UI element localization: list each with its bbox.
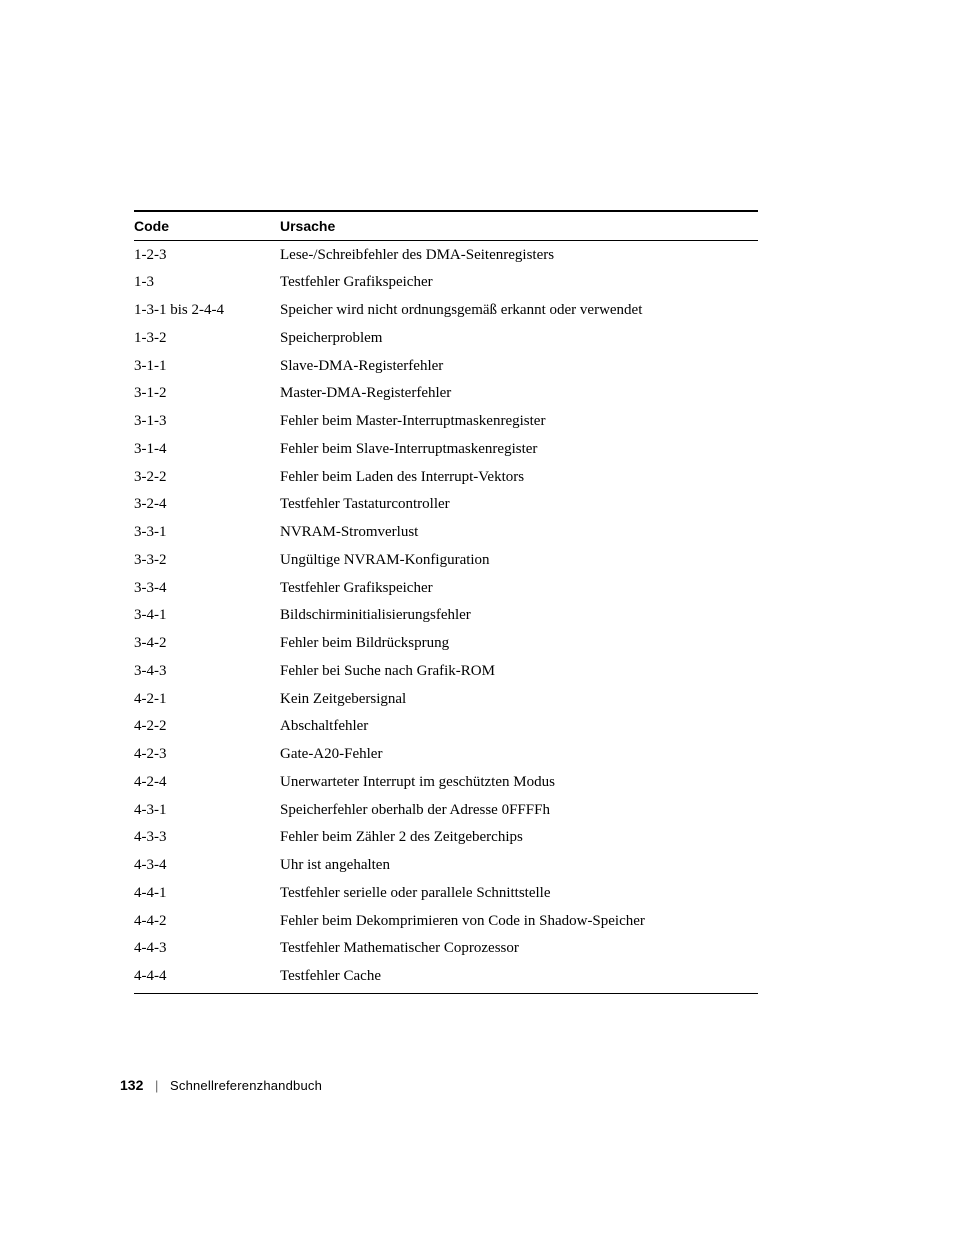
cell-cause: Uhr ist angehalten (280, 852, 758, 880)
cell-cause: Speicherproblem (280, 324, 758, 352)
cell-cause: Bildschirminitialisierungsfehler (280, 602, 758, 630)
table-row: 3-1-4Fehler beim Slave-Interruptmaskenre… (134, 435, 758, 463)
table-row: 3-2-4Testfehler Tastaturcontroller (134, 491, 758, 519)
cell-cause: Fehler bei Suche nach Grafik-ROM (280, 657, 758, 685)
cell-code: 4-3-4 (134, 852, 280, 880)
cell-cause: Fehler beim Slave-Interruptmaskenregiste… (280, 435, 758, 463)
table-row: 4-3-3Fehler beim Zähler 2 des Zeitgeberc… (134, 824, 758, 852)
cell-cause: Fehler beim Laden des Interrupt-Vektors (280, 463, 758, 491)
cell-code: 1-3-1 bis 2-4-4 (134, 297, 280, 325)
cell-code: 4-3-1 (134, 796, 280, 824)
cell-code: 3-2-2 (134, 463, 280, 491)
cell-code: 3-4-3 (134, 657, 280, 685)
cell-code: 3-3-2 (134, 546, 280, 574)
table-row: 1-3-1 bis 2-4-4Speicher wird nicht ordnu… (134, 297, 758, 325)
table-row: 3-1-1Slave-DMA-Registerfehler (134, 352, 758, 380)
cell-cause: Fehler beim Zähler 2 des Zeitgeberchips (280, 824, 758, 852)
page-number: 132 (120, 1077, 143, 1093)
cell-cause: Ungültige NVRAM-Konfiguration (280, 546, 758, 574)
cell-code: 3-1-2 (134, 380, 280, 408)
table-row: 4-2-1Kein Zeitgebersignal (134, 685, 758, 713)
table-row: 1-3Testfehler Grafikspeicher (134, 269, 758, 297)
cell-cause: Testfehler Mathematischer Coprozessor (280, 935, 758, 963)
table-row: 3-4-1Bildschirminitialisierungsfehler (134, 602, 758, 630)
cell-code: 4-2-1 (134, 685, 280, 713)
document-page: Code Ursache 1-2-3Lese-/Schreibfehler de… (0, 0, 954, 1235)
table-row: 3-3-1NVRAM-Stromverlust (134, 519, 758, 547)
table-row: 4-3-1Speicherfehler oberhalb der Adresse… (134, 796, 758, 824)
table-row: 4-3-4Uhr ist angehalten (134, 852, 758, 880)
cell-cause: Gate-A20-Fehler (280, 741, 758, 769)
cell-cause: Abschaltfehler (280, 713, 758, 741)
cell-code: 4-4-1 (134, 879, 280, 907)
cell-code: 3-1-4 (134, 435, 280, 463)
table-row: 3-2-2Fehler beim Laden des Interrupt-Vek… (134, 463, 758, 491)
table-row: 4-4-3Testfehler Mathematischer Coprozess… (134, 935, 758, 963)
table-row: 3-3-2Ungültige NVRAM-Konfiguration (134, 546, 758, 574)
cell-cause: Fehler beim Master-Interruptmaskenregist… (280, 408, 758, 436)
header-cause: Ursache (280, 211, 758, 241)
cell-cause: Speicherfehler oberhalb der Adresse 0FFF… (280, 796, 758, 824)
table-row: 4-4-4Testfehler Cache (134, 963, 758, 994)
cell-code: 1-3 (134, 269, 280, 297)
cell-code: 4-3-3 (134, 824, 280, 852)
cell-cause: Slave-DMA-Registerfehler (280, 352, 758, 380)
cell-cause: Testfehler Grafikspeicher (280, 574, 758, 602)
footer-separator: | (147, 1078, 166, 1093)
cell-cause: Kein Zeitgebersignal (280, 685, 758, 713)
cell-code: 3-3-1 (134, 519, 280, 547)
cell-code: 1-3-2 (134, 324, 280, 352)
cell-cause: Master-DMA-Registerfehler (280, 380, 758, 408)
table-row: 4-4-2Fehler beim Dekomprimieren von Code… (134, 907, 758, 935)
cell-code: 3-2-4 (134, 491, 280, 519)
cell-code: 3-4-1 (134, 602, 280, 630)
cell-code: 4-4-4 (134, 963, 280, 994)
cell-code: 4-4-3 (134, 935, 280, 963)
cell-cause: Unerwarteter Interrupt im geschützten Mo… (280, 768, 758, 796)
table-row: 4-2-3Gate-A20-Fehler (134, 741, 758, 769)
table-row: 4-2-4Unerwarteter Interrupt im geschützt… (134, 768, 758, 796)
table-row: 1-2-3Lese-/Schreibfehler des DMA-Seitenr… (134, 241, 758, 269)
cell-cause: Testfehler Cache (280, 963, 758, 994)
cell-code: 4-2-2 (134, 713, 280, 741)
cell-cause: Speicher wird nicht ordnungsgemäß erkann… (280, 297, 758, 325)
table-row: 1-3-2Speicherproblem (134, 324, 758, 352)
table-header-row: Code Ursache (134, 211, 758, 241)
table-row: 3-1-2Master-DMA-Registerfehler (134, 380, 758, 408)
cell-cause: NVRAM-Stromverlust (280, 519, 758, 547)
table-row: 4-4-1Testfehler serielle oder parallele … (134, 879, 758, 907)
cell-cause: Lese-/Schreibfehler des DMA-Seitenregist… (280, 241, 758, 269)
table-row: 3-4-3Fehler bei Suche nach Grafik-ROM (134, 657, 758, 685)
cell-cause: Fehler beim Bildrücksprung (280, 630, 758, 658)
cell-code: 4-4-2 (134, 907, 280, 935)
cell-code: 1-2-3 (134, 241, 280, 269)
table-row: 4-2-2Abschaltfehler (134, 713, 758, 741)
header-code: Code (134, 211, 280, 241)
cell-cause: Testfehler Tastaturcontroller (280, 491, 758, 519)
cell-cause: Fehler beim Dekomprimieren von Code in S… (280, 907, 758, 935)
cell-code: 4-2-4 (134, 768, 280, 796)
cell-code: 3-3-4 (134, 574, 280, 602)
cell-code: 3-1-1 (134, 352, 280, 380)
table-row: 3-4-2Fehler beim Bildrücksprung (134, 630, 758, 658)
cell-code: 3-4-2 (134, 630, 280, 658)
cell-cause: Testfehler Grafikspeicher (280, 269, 758, 297)
cell-code: 3-1-3 (134, 408, 280, 436)
beep-code-table: Code Ursache 1-2-3Lese-/Schreibfehler de… (134, 210, 758, 994)
cell-code: 4-2-3 (134, 741, 280, 769)
table-row: 3-3-4Testfehler Grafikspeicher (134, 574, 758, 602)
page-footer: 132 | Schnellreferenzhandbuch (120, 1077, 322, 1093)
cell-cause: Testfehler serielle oder parallele Schni… (280, 879, 758, 907)
footer-title: Schnellreferenzhandbuch (170, 1078, 322, 1093)
table-row: 3-1-3Fehler beim Master-Interruptmaskenr… (134, 408, 758, 436)
